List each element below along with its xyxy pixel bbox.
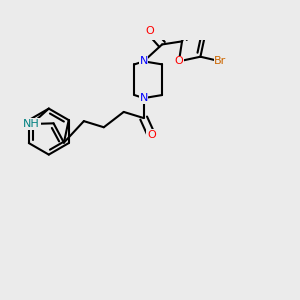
Text: Br: Br bbox=[214, 56, 226, 66]
Text: O: O bbox=[146, 26, 154, 36]
Text: N: N bbox=[140, 93, 148, 103]
Text: O: O bbox=[147, 130, 156, 140]
Text: NH: NH bbox=[23, 119, 40, 129]
Text: N: N bbox=[140, 56, 148, 66]
Text: O: O bbox=[175, 56, 183, 66]
